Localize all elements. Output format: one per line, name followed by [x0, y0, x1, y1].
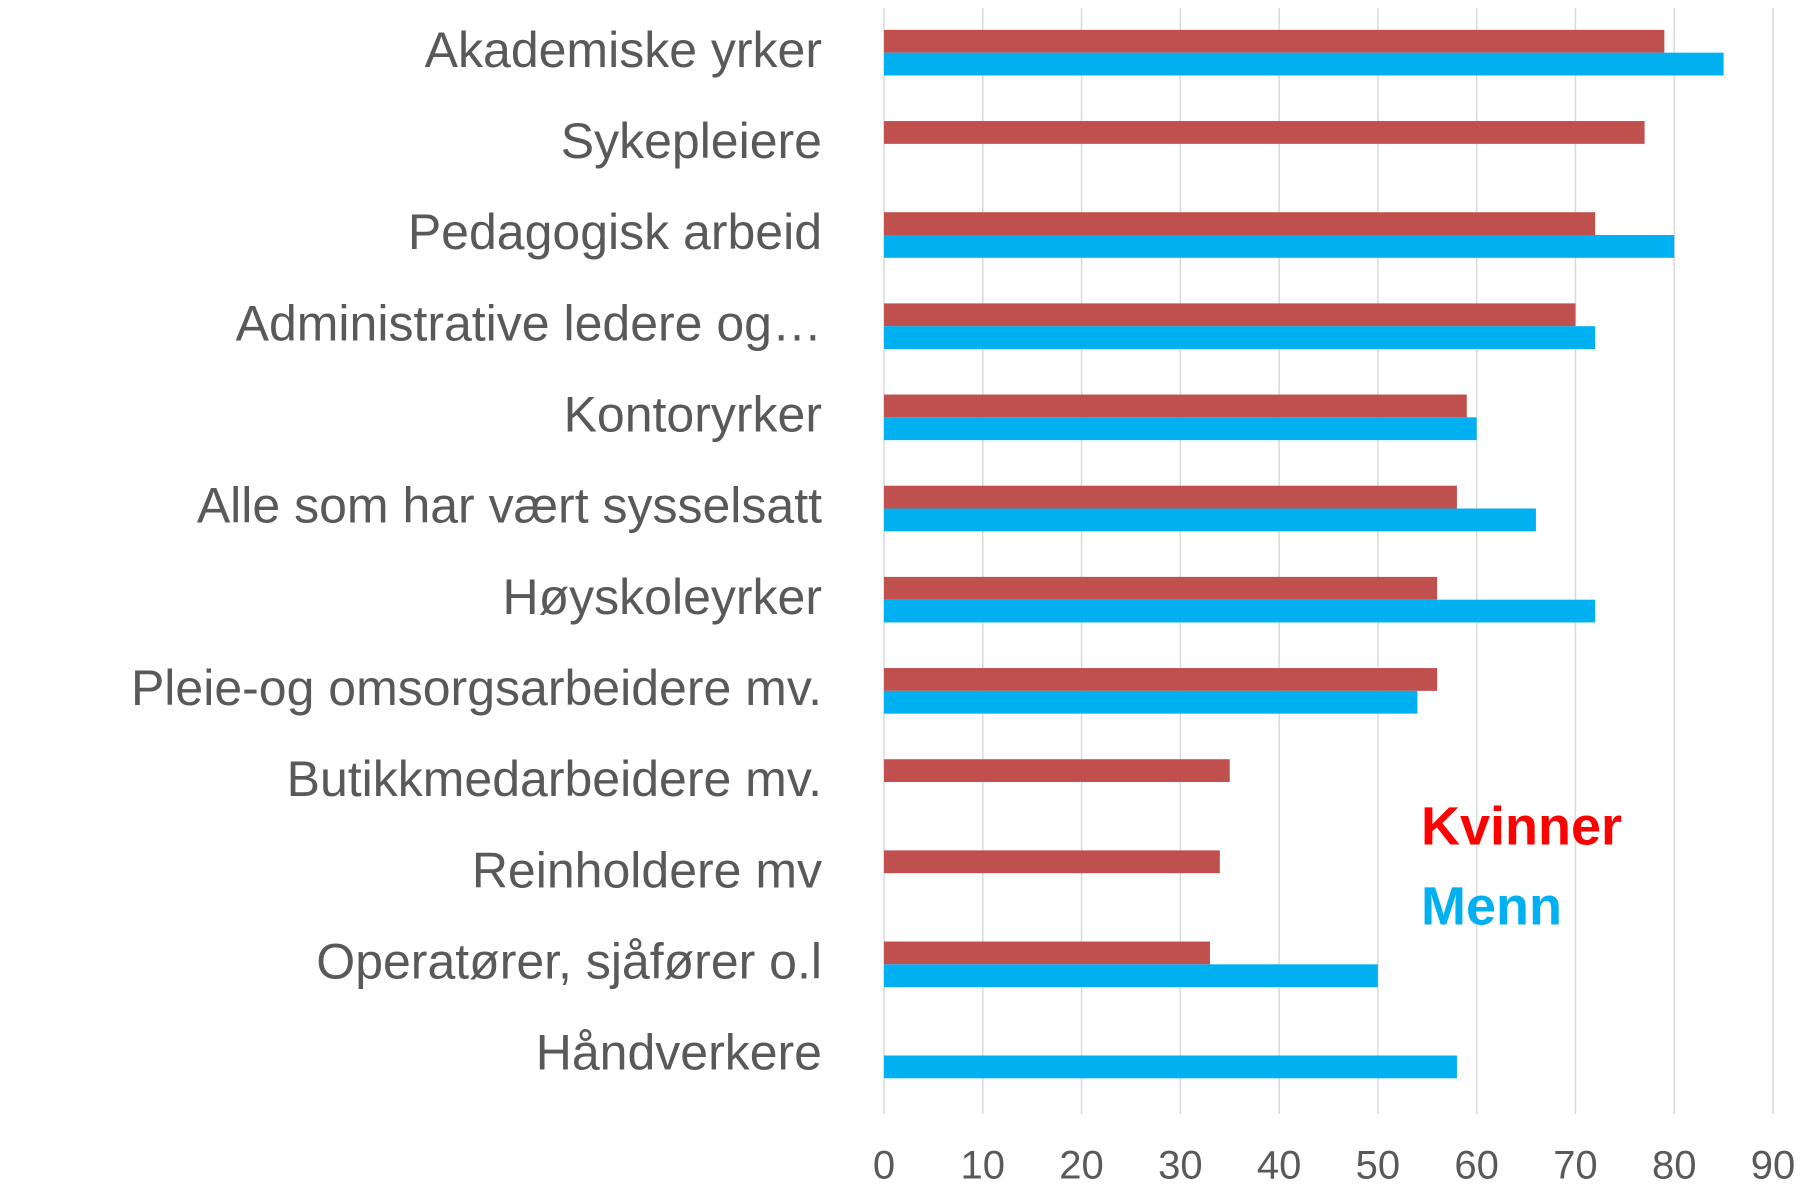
- bar: [884, 1055, 1457, 1079]
- x-tick-label: 80: [1652, 1144, 1697, 1188]
- category-label: Operatører, sjåfører o.l: [316, 933, 822, 989]
- category-label: Administrative ledere og…: [236, 295, 822, 351]
- bar: [884, 599, 1596, 623]
- bar: [884, 303, 1576, 327]
- category-label: Pleie-og omsorgsarbeidere mv.: [131, 660, 822, 716]
- x-tick-label: 10: [961, 1144, 1006, 1188]
- category-label: Akademiske yrker: [425, 22, 822, 78]
- bar: [884, 485, 1457, 509]
- x-tick-label: 30: [1158, 1144, 1203, 1188]
- category-label: Pedagogisk arbeid: [408, 204, 822, 260]
- bar: [884, 941, 1210, 965]
- bar: [884, 212, 1596, 236]
- bar: [884, 964, 1378, 988]
- category-label: Reinholdere mv: [472, 842, 822, 898]
- x-tick-label: 0: [873, 1144, 895, 1188]
- legend-label: Menn: [1421, 876, 1562, 936]
- x-tick-label: 40: [1257, 1144, 1302, 1188]
- bar: [884, 576, 1438, 600]
- bar: [884, 850, 1220, 874]
- bar: [884, 29, 1665, 53]
- x-tick-label: 70: [1553, 1144, 1598, 1188]
- x-tick-label: 90: [1751, 1144, 1796, 1188]
- bar: [884, 417, 1477, 441]
- bar: [884, 326, 1596, 349]
- category-label: Håndverkere: [536, 1025, 822, 1081]
- x-tick-label: 20: [1059, 1144, 1104, 1188]
- bar: [884, 668, 1438, 691]
- category-label: Sykepleiere: [561, 113, 822, 169]
- category-label: Kontoryrker: [564, 386, 822, 442]
- category-label: Butikkmedarbeidere mv.: [287, 751, 822, 807]
- bar: [884, 759, 1230, 783]
- bar: [884, 508, 1536, 532]
- category-label: Høyskoleyrker: [503, 569, 822, 625]
- bar: [884, 235, 1675, 258]
- bar: [884, 121, 1645, 144]
- x-tick-label: 60: [1454, 1144, 1499, 1188]
- legend-label: Kvinner: [1421, 796, 1622, 856]
- x-tick-label: 50: [1356, 1144, 1401, 1188]
- category-label: Alle som har vært sysselsatt: [197, 478, 822, 534]
- bar: [884, 690, 1418, 714]
- bar: [884, 394, 1467, 418]
- bar: [884, 52, 1724, 76]
